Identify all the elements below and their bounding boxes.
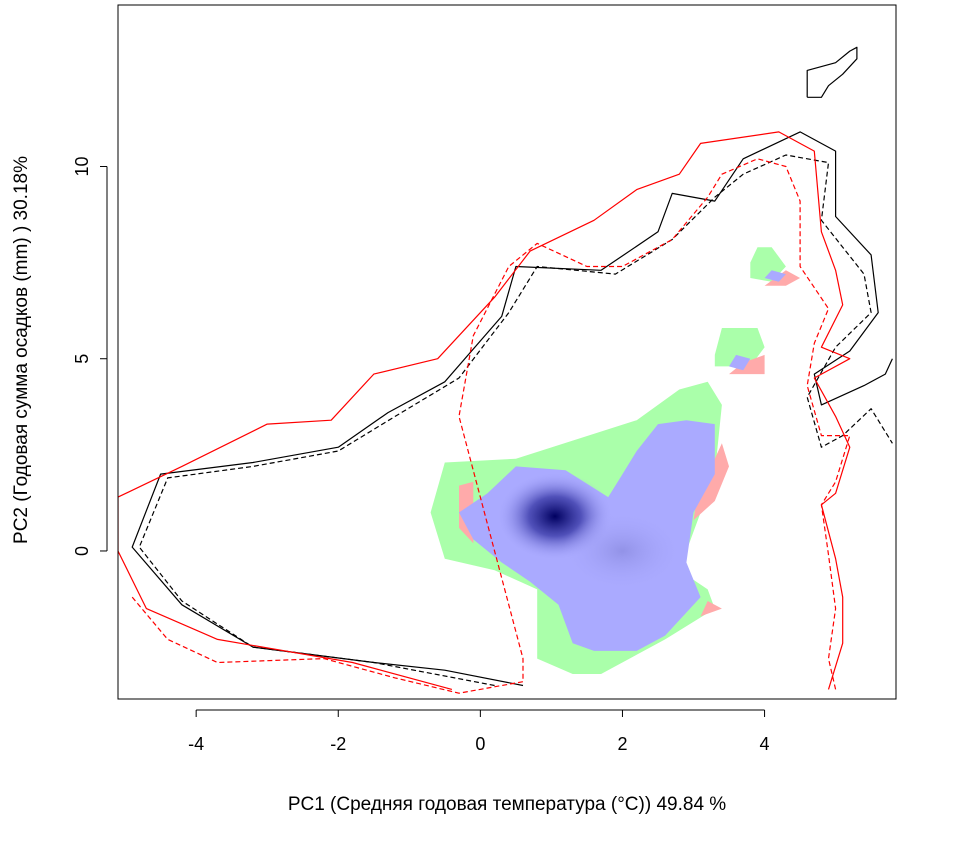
green-region-2: [714, 328, 765, 367]
blue-region-2: [729, 354, 751, 371]
x-axis: -4 -2 0 2 4: [188, 709, 770, 754]
x-tick-label: 0: [475, 734, 485, 754]
contour-line-1: [131, 131, 893, 687]
density-peaks: [496, 472, 683, 591]
contour-line-4: [131, 158, 851, 694]
plot-area: [118, 46, 893, 694]
density-peak-2: [562, 510, 683, 591]
contour-line-5: [806, 46, 858, 98]
y-tick-label: 10: [72, 156, 92, 176]
x-axis-title: PC1 (Средняя годовая температура (°C)) 4…: [288, 794, 726, 815]
contour-line-3: [118, 131, 851, 690]
pink-region-4: [764, 270, 801, 286]
y-tick-label: 0: [72, 546, 92, 556]
pink-region-5: [700, 601, 722, 617]
contour-lines: [118, 46, 893, 694]
plot-frame: [117, 4, 897, 700]
y-axis-title: PC2 (Годовая сумма осадков (mm) ) 30.18%: [11, 156, 32, 544]
pink-region-2: [693, 443, 729, 521]
blue-region-3: [764, 270, 786, 282]
x-tick-label: -4: [188, 734, 204, 754]
y-tick-label: 5: [72, 354, 92, 364]
y-axis: 0 5 10: [72, 156, 108, 556]
contour-line-2: [138, 154, 893, 687]
x-tick-label: 2: [617, 734, 627, 754]
x-tick-label: -2: [330, 734, 346, 754]
pink-region-3: [729, 354, 765, 375]
x-tick-label: 4: [760, 734, 770, 754]
